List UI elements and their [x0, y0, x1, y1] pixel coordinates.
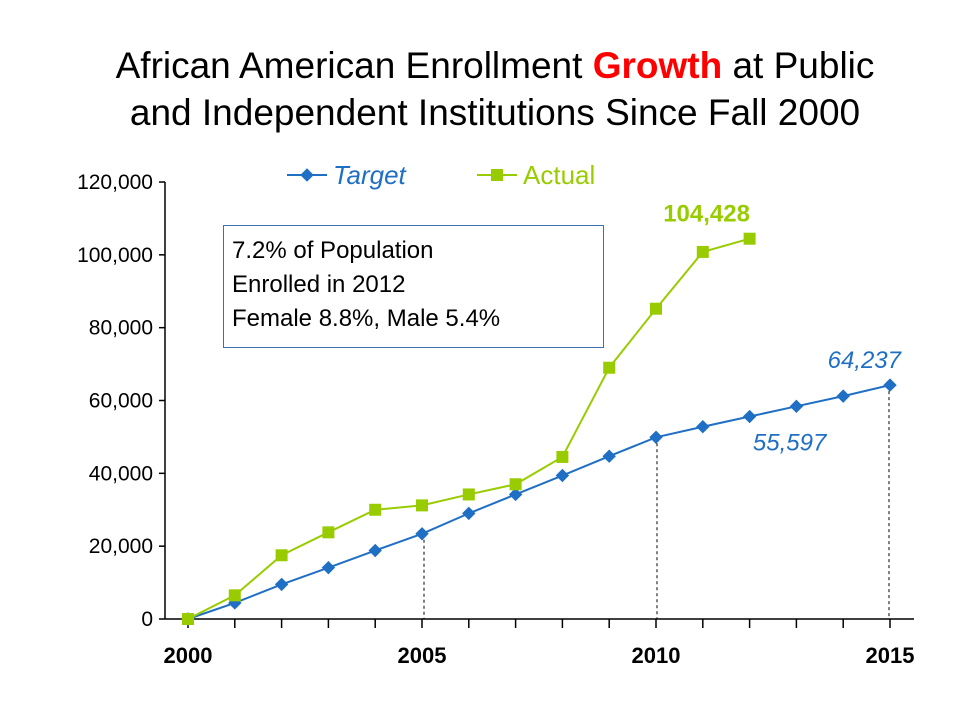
legend-marker-actual [491, 169, 503, 181]
info-line-2: Enrolled in 2012 [232, 271, 406, 298]
x-tick-label: 2005 [398, 643, 447, 668]
data-point-target [789, 399, 804, 414]
title-line-2: and Independent Institutions Since Fall … [129, 92, 861, 133]
data-point-target [883, 378, 897, 392]
y-tick-label: 120,000 [77, 171, 153, 194]
title-accent: Growth [592, 45, 723, 86]
data-point-target [555, 468, 570, 483]
y-tick-label: 60,000 [89, 390, 153, 413]
data-label: 104,428 [663, 201, 750, 228]
data-point-actual [462, 488, 475, 501]
y-tick-label: 100,000 [77, 244, 153, 267]
data-point-actual [182, 613, 194, 625]
data-point-actual [743, 232, 756, 245]
legend-marker-target [300, 168, 314, 182]
data-point-actual [509, 478, 522, 491]
data-point-target [602, 449, 616, 463]
title-line-1: African American Enrollment Growth at Pu… [0, 42, 960, 89]
data-point-target [742, 409, 757, 424]
x-tick-label: 2010 [632, 643, 681, 668]
data-point-actual [603, 361, 616, 374]
data-point-actual [228, 589, 241, 602]
y-tick-label: 0 [141, 608, 153, 631]
series-line-target [187, 384, 891, 620]
data-point-target [836, 389, 850, 403]
data-point-actual [650, 302, 662, 315]
data-label: 55,597 [753, 430, 828, 457]
data-point-target [462, 506, 476, 521]
y-tick-label: 80,000 [89, 317, 153, 340]
data-point-target [274, 577, 289, 592]
data-point-actual [275, 549, 288, 562]
chart-title: African American Enrollment Growth at Pu… [0, 42, 960, 136]
data-point-actual [696, 245, 709, 258]
title-part-2: at Public [722, 45, 875, 86]
data-point-target [649, 430, 663, 444]
data-point-actual [416, 499, 428, 512]
data-label: 64,237 [828, 347, 903, 374]
x-tick-label: 2000 [164, 643, 213, 668]
y-tick-label: 20,000 [89, 535, 153, 558]
data-point-target [696, 420, 710, 434]
x-tick-label: 2015 [866, 643, 915, 668]
data-point-target [321, 560, 336, 575]
data-point-actual [369, 503, 382, 516]
title-part-1: African American Enrollment [115, 45, 593, 86]
data-point-actual [322, 526, 335, 539]
legend-label: Actual [523, 160, 595, 190]
data-point-target [368, 543, 382, 558]
data-point-actual [556, 450, 569, 463]
legend-label: Target [333, 160, 408, 190]
info-line-1: 7.2% of Population [232, 237, 434, 264]
info-box: 7.2% of Population Enrolled in 2012 Fema… [223, 225, 604, 348]
data-point-target [508, 487, 523, 502]
info-line-3: Female 8.8%, Male 5.4% [232, 305, 501, 332]
y-tick-label: 40,000 [89, 462, 153, 485]
data-point-target [415, 527, 429, 541]
